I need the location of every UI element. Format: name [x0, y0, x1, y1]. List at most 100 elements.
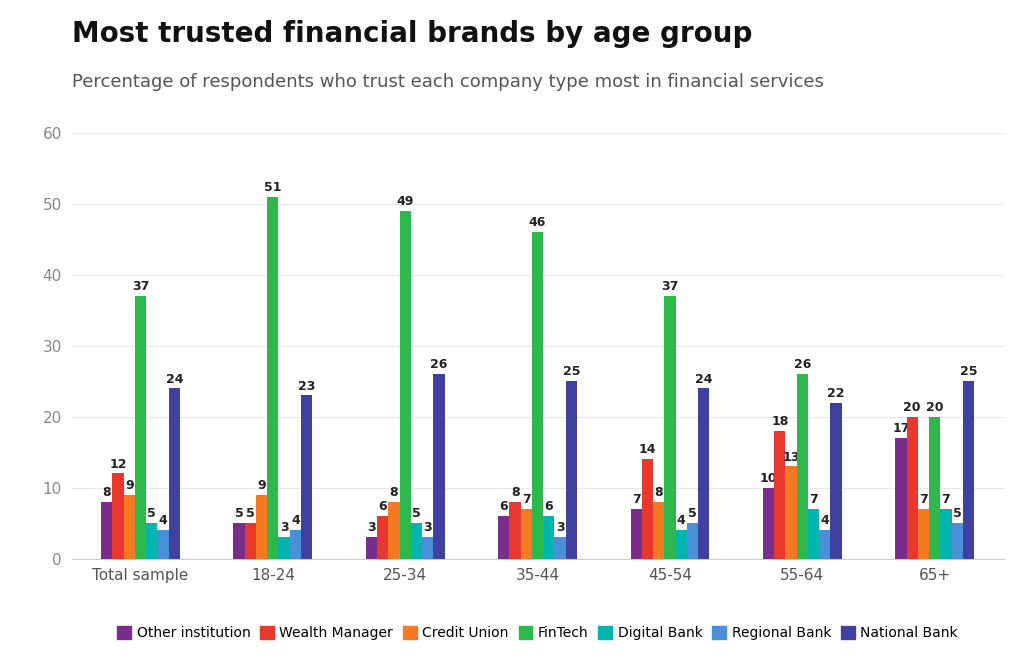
Text: 9: 9 — [257, 479, 266, 492]
Text: 6: 6 — [545, 500, 553, 513]
Text: 37: 37 — [662, 281, 679, 293]
Bar — [256, 495, 267, 559]
Legend: Other institution, Wealth Manager, Credit Union, FinTech, Digital Bank, Regional: Other institution, Wealth Manager, Credi… — [112, 621, 964, 646]
Text: 8: 8 — [654, 486, 663, 499]
Bar — [146, 523, 158, 559]
Bar — [422, 537, 433, 559]
Bar — [399, 211, 411, 559]
Text: 23: 23 — [298, 380, 315, 392]
Bar — [366, 537, 377, 559]
Bar — [698, 388, 710, 559]
Text: 4: 4 — [159, 515, 167, 527]
Bar — [233, 523, 245, 559]
Bar — [543, 516, 554, 559]
Bar — [388, 502, 399, 559]
Text: 25: 25 — [959, 366, 977, 378]
Text: 5: 5 — [147, 507, 156, 520]
Text: 12: 12 — [110, 458, 127, 471]
Bar — [267, 197, 279, 559]
Text: 10: 10 — [760, 472, 777, 485]
Bar — [940, 509, 951, 559]
Text: 18: 18 — [771, 415, 788, 428]
Text: 3: 3 — [280, 521, 289, 535]
Text: 7: 7 — [941, 493, 950, 506]
Bar — [510, 502, 521, 559]
Bar — [687, 523, 698, 559]
Bar — [124, 495, 135, 559]
Text: 20: 20 — [926, 401, 943, 414]
Text: 7: 7 — [632, 493, 641, 506]
Bar — [830, 402, 842, 559]
Text: 6: 6 — [379, 500, 387, 513]
Bar — [377, 516, 388, 559]
Bar — [521, 509, 532, 559]
Text: 26: 26 — [430, 358, 447, 371]
Text: 5: 5 — [234, 507, 244, 520]
Bar — [785, 466, 797, 559]
Bar — [290, 530, 301, 559]
Bar — [135, 296, 146, 559]
Text: 8: 8 — [390, 486, 398, 499]
Bar — [918, 509, 929, 559]
Bar — [763, 487, 774, 559]
Text: 4: 4 — [820, 515, 829, 527]
Text: 3: 3 — [368, 521, 376, 535]
Bar — [929, 417, 940, 559]
Bar — [797, 374, 808, 559]
Text: Percentage of respondents who trust each company type most in financial services: Percentage of respondents who trust each… — [72, 73, 823, 91]
Bar — [642, 460, 653, 559]
Bar — [631, 509, 642, 559]
Text: 7: 7 — [809, 493, 818, 506]
Text: 4: 4 — [677, 515, 686, 527]
Bar — [158, 530, 169, 559]
Text: 26: 26 — [794, 358, 811, 371]
Bar — [906, 417, 918, 559]
Text: 22: 22 — [827, 387, 845, 400]
Bar — [565, 381, 577, 559]
Text: 7: 7 — [522, 493, 530, 506]
Text: 24: 24 — [166, 372, 183, 386]
Text: 46: 46 — [529, 217, 546, 229]
Text: 20: 20 — [903, 401, 921, 414]
Text: 8: 8 — [102, 486, 111, 499]
Bar — [245, 523, 256, 559]
Text: 8: 8 — [511, 486, 519, 499]
Bar — [774, 431, 785, 559]
Text: 49: 49 — [396, 196, 414, 208]
Text: 3: 3 — [424, 521, 432, 535]
Bar — [676, 530, 687, 559]
Bar — [665, 296, 676, 559]
Text: 5: 5 — [412, 507, 421, 520]
Text: 5: 5 — [952, 507, 962, 520]
Bar — [554, 537, 565, 559]
Text: 24: 24 — [695, 372, 713, 386]
Bar — [279, 537, 290, 559]
Bar — [433, 374, 444, 559]
Bar — [301, 396, 312, 559]
Bar — [819, 530, 830, 559]
Bar — [499, 516, 510, 559]
Text: 51: 51 — [264, 181, 282, 194]
Bar — [963, 381, 974, 559]
Bar — [411, 523, 422, 559]
Bar — [113, 473, 124, 559]
Bar — [101, 502, 113, 559]
Bar — [653, 502, 665, 559]
Text: 5: 5 — [246, 507, 255, 520]
Text: 9: 9 — [125, 479, 133, 492]
Text: 25: 25 — [562, 366, 581, 378]
Text: Most trusted financial brands by age group: Most trusted financial brands by age gro… — [72, 20, 752, 48]
Text: 14: 14 — [639, 444, 656, 456]
Text: 5: 5 — [688, 507, 697, 520]
Bar — [951, 523, 963, 559]
Text: 7: 7 — [920, 493, 928, 506]
Bar — [808, 509, 819, 559]
Text: 37: 37 — [132, 281, 150, 293]
Text: 13: 13 — [782, 451, 800, 464]
Text: 17: 17 — [892, 422, 909, 435]
Text: 6: 6 — [500, 500, 508, 513]
Bar — [169, 388, 180, 559]
Text: 3: 3 — [556, 521, 564, 535]
Bar — [895, 438, 906, 559]
Bar — [532, 232, 543, 559]
